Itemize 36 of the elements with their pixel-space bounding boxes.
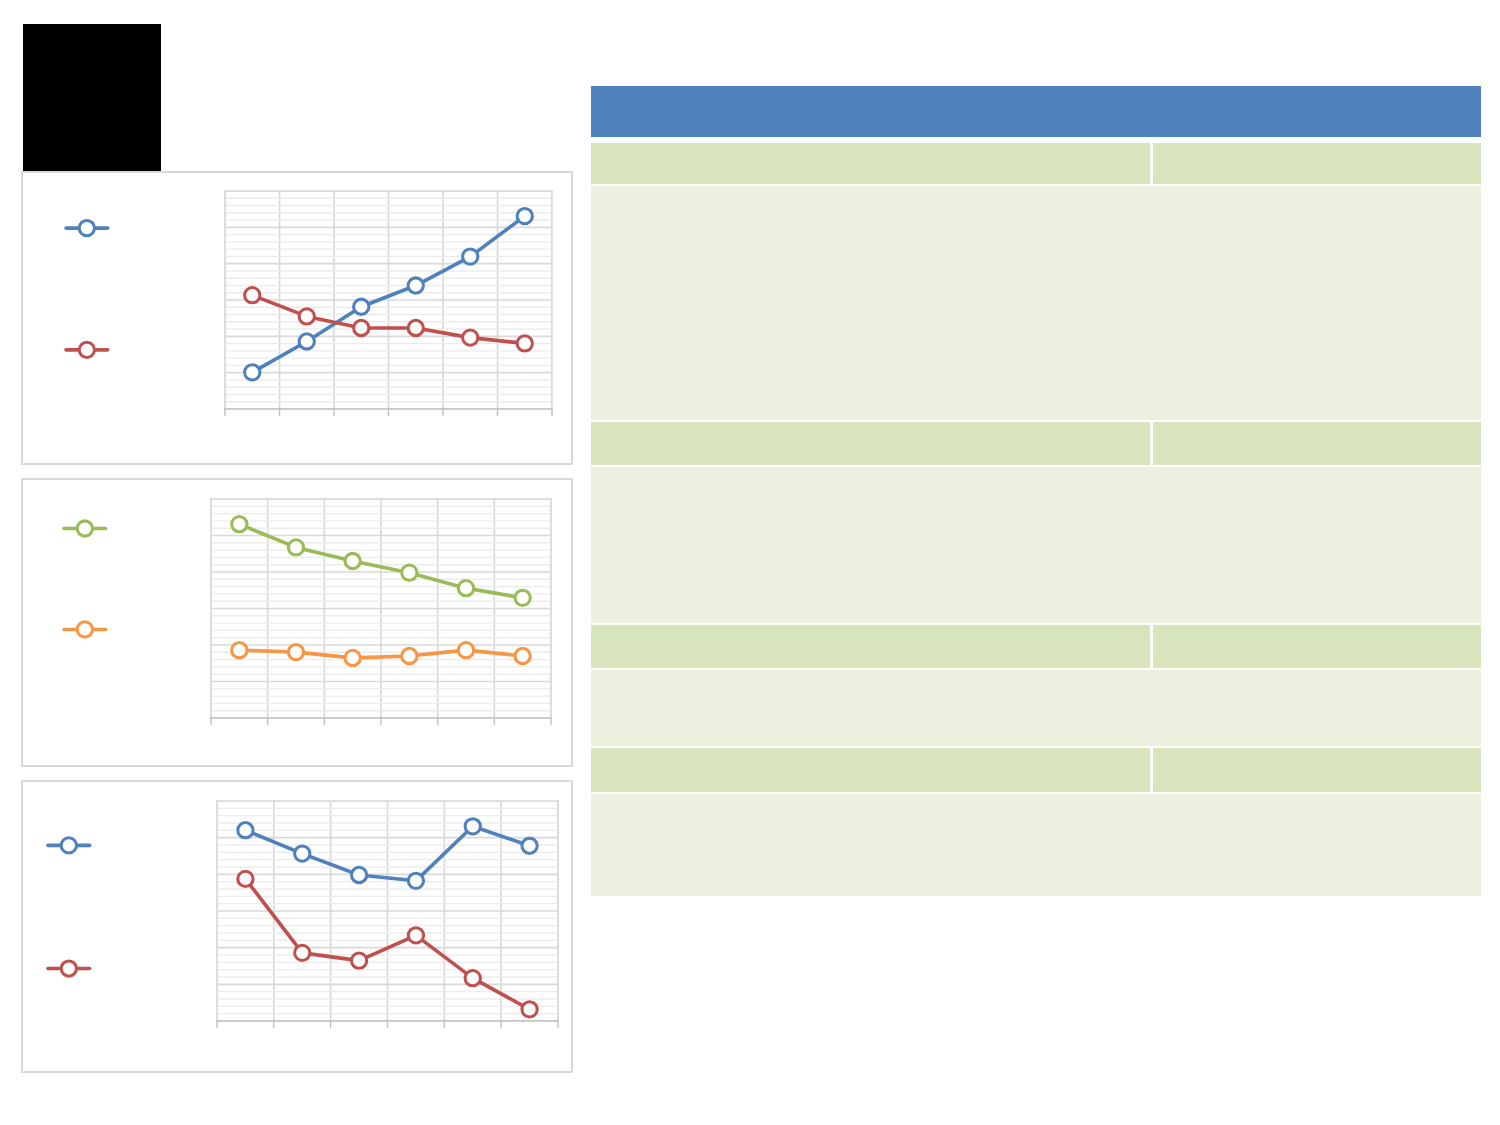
point (286, 538, 306, 557)
point (513, 646, 532, 666)
point (349, 865, 369, 885)
point (520, 836, 539, 855)
point (406, 871, 426, 890)
point (456, 578, 476, 598)
point (513, 588, 532, 608)
point (293, 844, 312, 863)
point (515, 206, 534, 226)
point (236, 821, 255, 840)
point (456, 641, 476, 660)
point (236, 869, 255, 889)
point (349, 951, 369, 970)
point (352, 318, 371, 338)
point (352, 297, 371, 316)
point (463, 969, 482, 988)
point (400, 646, 419, 666)
point (515, 334, 534, 353)
point (286, 642, 306, 662)
point (297, 332, 316, 351)
point (463, 817, 482, 836)
point (293, 943, 312, 963)
point (400, 563, 419, 582)
point (243, 363, 262, 382)
point (461, 328, 480, 347)
point (461, 247, 480, 266)
point (297, 307, 316, 326)
point (520, 1000, 539, 1019)
point (343, 648, 362, 668)
point (406, 276, 425, 295)
point (406, 318, 425, 338)
point (343, 551, 362, 571)
point (406, 926, 426, 945)
point (230, 515, 249, 534)
point (230, 641, 249, 660)
point (243, 286, 262, 305)
